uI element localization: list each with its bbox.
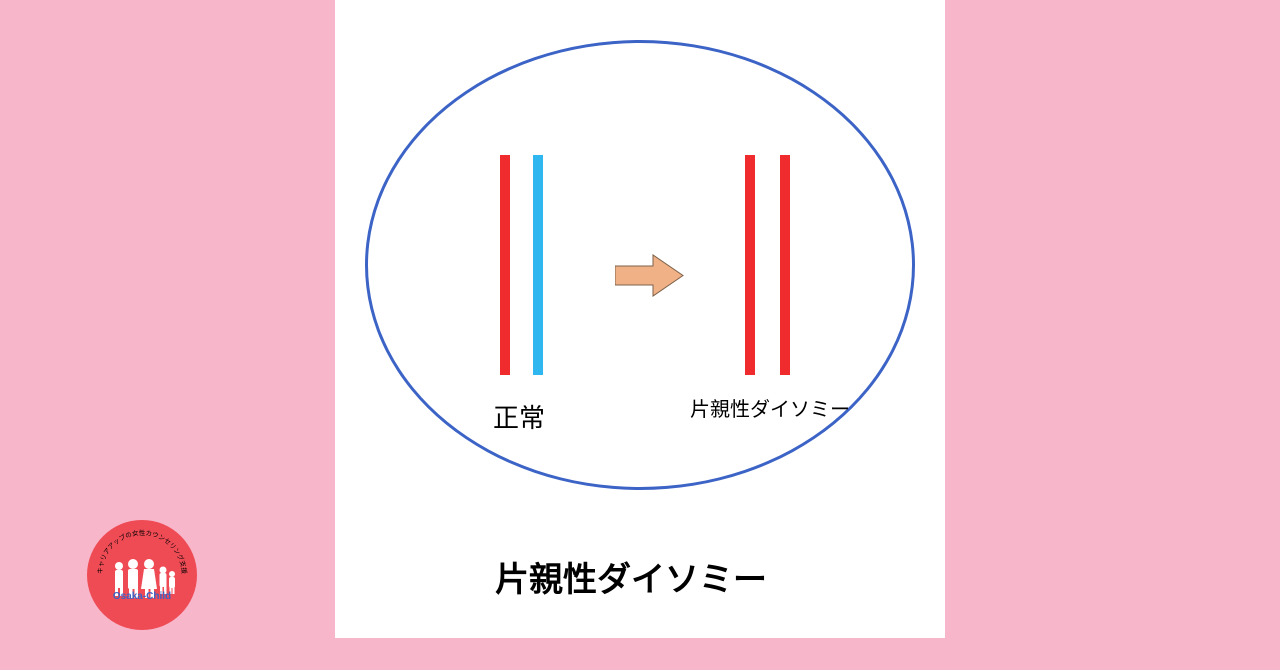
logo-arc-text: キャリアアップの女性カウンセリング支援 — [97, 528, 189, 575]
disomy-bar-red-1 — [745, 155, 755, 375]
svg-text:キャリアアップの女性カウンセリング支援: キャリアアップの女性カウンセリング支援 — [97, 528, 189, 575]
logo-badge: キャリアアップの女性カウンセリング支援 — [72, 505, 212, 645]
logo-circle: キャリアアップの女性カウンセリング支援 — [87, 520, 197, 630]
main-title: 片親性ダイソミー — [495, 552, 767, 601]
arrow-icon — [615, 253, 685, 298]
disomy-label: 片親性ダイソミー — [690, 393, 850, 422]
normal-bar-red — [500, 155, 510, 375]
diagram-canvas: 正常 片親性ダイソミー 片親性ダイソミー — [335, 0, 945, 638]
logo-brand-text: Osaka-Child — [113, 591, 171, 602]
disomy-bar-red-2 — [780, 155, 790, 375]
normal-bar-blue — [533, 155, 543, 375]
normal-label: 正常 — [493, 398, 545, 435]
